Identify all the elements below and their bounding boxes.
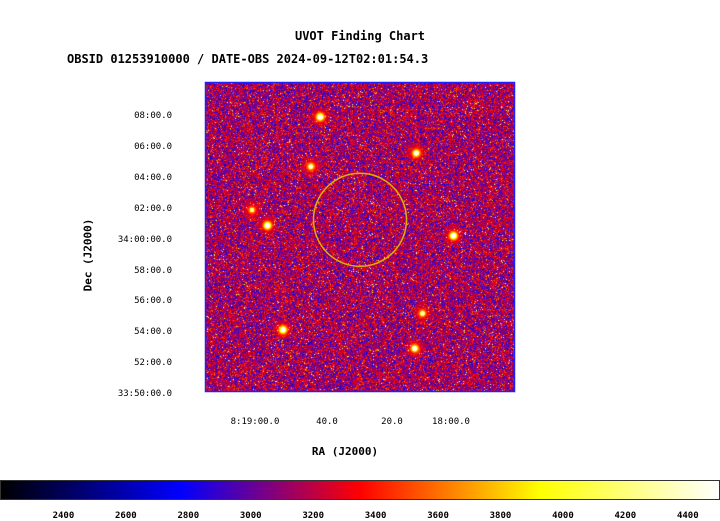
sky-image — [205, 82, 515, 392]
colorbar-tick-label: 2400 — [52, 511, 75, 521]
colorbar-tick-label: 4000 — [552, 511, 574, 521]
y-axis-label: Dec (J2000) — [81, 218, 95, 292]
y-tick-label: 04:00.0 — [134, 172, 172, 183]
x-tick-label: 18:00.0 — [432, 417, 470, 427]
colorbar-tick-label: 3600 — [427, 511, 449, 521]
x-tick-label: 40.0 — [316, 417, 338, 427]
chart-overlay — [204, 81, 516, 393]
colorbar-tick-label: 3200 — [302, 511, 325, 521]
colorbar-tick-label: 4200 — [614, 511, 637, 521]
y-tick-label: 02:00.0 — [134, 203, 172, 214]
colorbar-tick-label: 2800 — [177, 511, 200, 521]
colorbar-tick-label: 4400 — [676, 511, 699, 521]
y-tick-label: 33:50:00.0 — [117, 389, 172, 400]
image-frame — [204, 81, 516, 393]
y-tick-label: 06:00.0 — [134, 141, 172, 152]
chart-subtitle: OBSID 01253910000 / DATE-OBS 2024-09-12T… — [67, 52, 429, 66]
y-tick-label: 08:00.0 — [134, 111, 172, 121]
x-axis-label: RA (J2000) — [311, 445, 379, 458]
y-tick-label: 56:00.0 — [134, 296, 172, 307]
colorbar-tick-label: 3800 — [489, 511, 512, 521]
colorbar-tick-label: 3000 — [239, 511, 262, 521]
chart-title: UVOT Finding Chart — [294, 29, 426, 43]
y-tick-label: 52:00.0 — [134, 358, 172, 369]
x-tick-label: 20.0 — [381, 417, 403, 427]
y-tick-label: 54:00.0 — [134, 327, 172, 338]
x-tick-label: 8:19:00.0 — [230, 417, 280, 427]
colorbar-tick-label: 3400 — [364, 511, 387, 521]
y-tick-label: 58:00.0 — [134, 265, 172, 276]
y-tick-label: 34:00:00.0 — [117, 234, 172, 245]
colorbar-tick-label: 2600 — [115, 511, 137, 521]
colorbar — [0, 480, 720, 500]
target-circle — [312, 172, 408, 268]
